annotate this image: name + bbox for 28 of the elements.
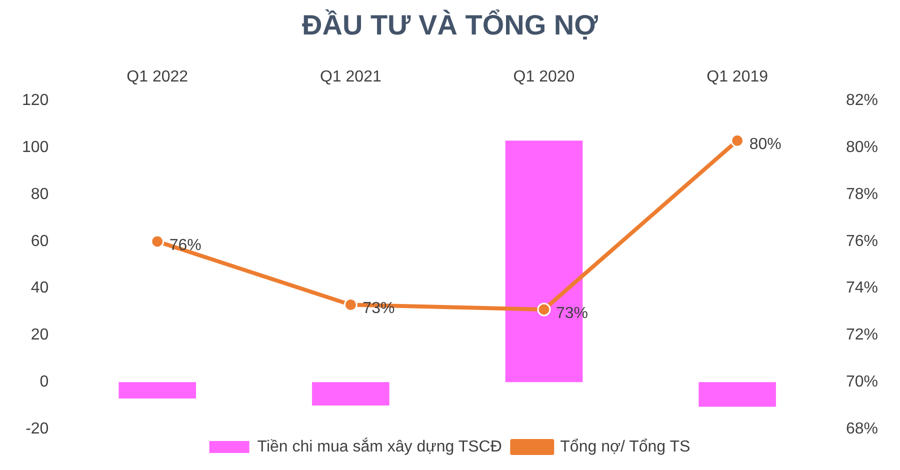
y2-tick-label: 74% [846,280,878,297]
y-tick-label: -20 [26,420,49,438]
x-tick-label: Q1 2019 [706,68,768,86]
y2-tick-label: 80% [846,139,878,156]
y-tick-label: 40 [30,280,49,297]
y2-tick-label: 82% [846,92,878,110]
y-tick-label: 80 [30,186,49,203]
x-tick-label: Q1 2021 [320,68,382,86]
point [150,234,164,248]
data-label: 80% [749,136,782,154]
y2-tick-label: 76% [846,232,878,250]
y2-tick-label: 72% [846,326,878,344]
chart-title: ĐẦU TƯ VÀ TỔNG NỢ [302,8,598,41]
y-tick-label: 20 [30,326,49,344]
legend-label: Tổng nợ/ Tổng TS [560,438,690,456]
point [537,302,551,316]
y-tick-label: 0 [40,374,49,391]
x-tick-label: Q1 2022 [126,68,188,86]
x-tick-label: Q1 2020 [513,68,575,86]
y2-tick-label: 78% [846,186,878,203]
legend-label: Tiền chi mua sắm xây dựng TSCĐ [257,437,502,456]
point [730,134,744,148]
y-tick-label: 100 [22,139,49,156]
y-tick-label: 60 [30,232,49,250]
y2-tick-label: 70% [846,374,878,391]
y2-tick-label: 68% [846,420,878,438]
y-tick-label: 120 [22,92,49,110]
point [344,298,358,312]
